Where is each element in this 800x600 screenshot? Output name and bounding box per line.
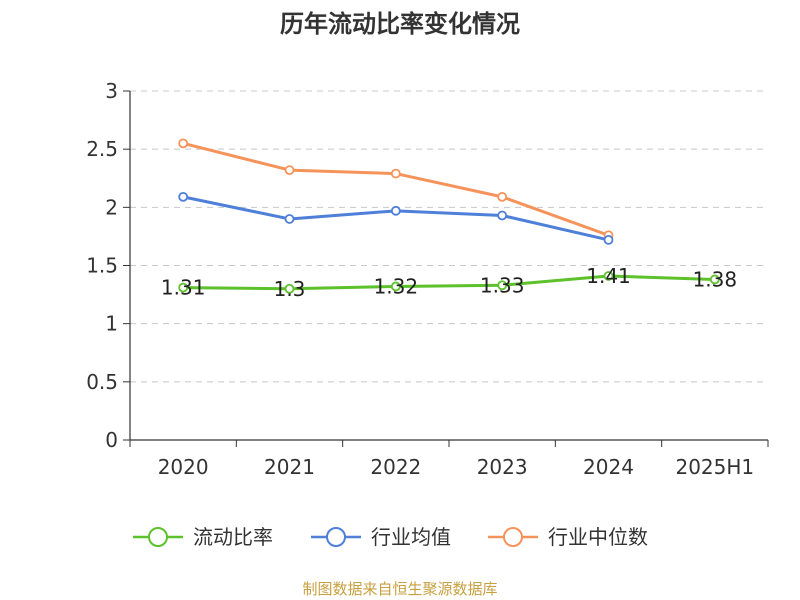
y-tick-label: 3 <box>105 79 118 103</box>
x-tick-label: 2025H1 <box>675 455 754 479</box>
chart-title: 历年流动比率变化情况 <box>280 10 520 38</box>
data-label: 1.33 <box>480 273 525 297</box>
series-line <box>183 274 715 291</box>
legend-item-3: 行业中位数 <box>488 525 648 549</box>
x-tick-label: 2023 <box>477 455 528 479</box>
x-tick-label: 2022 <box>370 455 421 479</box>
y-tick-label: 0 <box>105 428 118 452</box>
data-point <box>284 165 295 176</box>
legend-label: 行业中位数 <box>548 525 648 549</box>
series-1 <box>178 271 720 294</box>
data-label: 1.32 <box>374 274 419 298</box>
x-tick-label: 2024 <box>583 455 634 479</box>
data-point <box>603 271 614 281</box>
data-label: 1.41 <box>586 264 631 288</box>
series-3 <box>178 138 614 241</box>
axes: 0 0.5 1 1.5 2 2.5 3 2020 2021 2022 2023 2024 2025H1 <box>86 79 769 479</box>
grid-lines <box>130 90 768 383</box>
legend-marker <box>503 527 523 547</box>
data-point <box>497 210 508 221</box>
data-point <box>390 205 401 216</box>
series-2 <box>178 191 614 245</box>
legend: 流动比率 行业均值 行业中位数 <box>133 525 648 549</box>
data-label: 1.31 <box>161 276 206 300</box>
data-point <box>390 281 401 292</box>
legend-item-2: 行业均值 <box>311 525 451 549</box>
data-labels: 1.31 1.3 1.32 1.33 1.41 1.38 <box>161 264 737 301</box>
data-point <box>284 283 295 294</box>
legend-item-1: 流动比率 <box>133 525 273 549</box>
series-line <box>182 141 610 237</box>
y-tick-label: 2.5 <box>86 137 118 161</box>
y-tick-label: 1 <box>105 312 118 336</box>
data-point <box>390 168 401 179</box>
series-lines <box>178 138 720 294</box>
y-tick-label: 1.5 <box>86 254 118 278</box>
data-point <box>497 280 508 291</box>
data-point <box>709 274 720 285</box>
data-point <box>178 138 189 149</box>
data-point <box>178 282 189 293</box>
data-point <box>284 214 295 224</box>
x-tick-label: 2021 <box>264 455 315 479</box>
series-line <box>182 195 609 242</box>
legend-marker <box>326 527 346 547</box>
legend-marker <box>148 527 168 547</box>
data-point <box>603 235 614 245</box>
data-label: 1.3 <box>274 277 306 301</box>
data-point <box>178 191 189 202</box>
legend-label: 流动比率 <box>193 525 273 549</box>
data-label: 1.38 <box>693 267 738 291</box>
y-tick-label: 2 <box>105 195 118 219</box>
source-note: 制图数据来自恒生聚源数据库 <box>302 580 498 598</box>
y-tick-label: 0.5 <box>86 370 118 394</box>
legend-label: 行业均值 <box>371 525 451 549</box>
x-tick-label: 2020 <box>158 455 209 479</box>
data-point <box>497 191 508 202</box>
